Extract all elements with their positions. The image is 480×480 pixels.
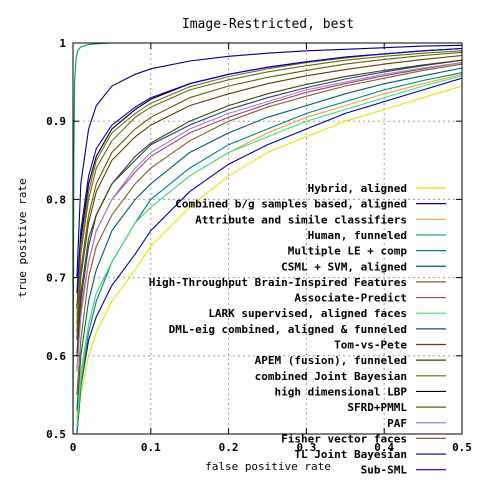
y-tick-label: 0.6 [46, 350, 66, 363]
x-tick-label: 0 [70, 441, 77, 454]
legend-label: CSML + SVM, aligned [281, 260, 407, 273]
x-axis-label: false positive rate [205, 460, 331, 473]
ticks: 0 0.1 0.2 0.3 0.4 0.50.50.60.70.80.91 [46, 37, 472, 454]
legend-label: High-Throughput Brain-Inspired Features [149, 276, 407, 289]
chart-title: Image-Restricted, best [182, 17, 354, 32]
legend-label: Associate-Predict [294, 292, 407, 305]
y-tick-label: 0.9 [46, 115, 66, 128]
y-tick-label: 1 [59, 37, 66, 50]
legend-label: high dimensional LBP [275, 385, 408, 398]
x-tick-label: 0.5 [452, 441, 472, 454]
legend-label: SFRD+PMML [347, 401, 407, 414]
legend-label: Hybrid, aligned [308, 182, 407, 195]
legend-label: combined Joint Bayesian [255, 370, 407, 383]
legend-label: PAF [387, 417, 407, 430]
x-tick-label: 0.2 [219, 441, 239, 454]
legend-label: DML-eig combined, aligned & funneled [169, 323, 407, 336]
legend-label: Fisher vector faces [281, 432, 407, 445]
legend-label: LARK supervised, aligned faces [208, 307, 407, 320]
legend: Hybrid, aligned Combined b/g samples base… [149, 182, 446, 477]
y-tick-label: 0.8 [46, 193, 66, 206]
x-tick-label: 0.1 [141, 441, 161, 454]
legend-label: Sub-SML [361, 464, 408, 477]
legend-label: Tom-vs-Pete [334, 339, 407, 352]
y-tick-label: 0.5 [46, 428, 66, 441]
legend-label: Combined b/g samples based, aligned [175, 198, 407, 211]
legend-label: APEM (fusion), funneled [255, 354, 407, 367]
legend-label: Human, funneled [308, 229, 407, 242]
y-tick-label: 0.7 [46, 272, 66, 285]
y-axis-label: true positive rate [16, 178, 29, 297]
legend-label: Attribute and simile classifiers [195, 213, 407, 226]
legend-label: Multiple LE + comp [288, 245, 408, 258]
